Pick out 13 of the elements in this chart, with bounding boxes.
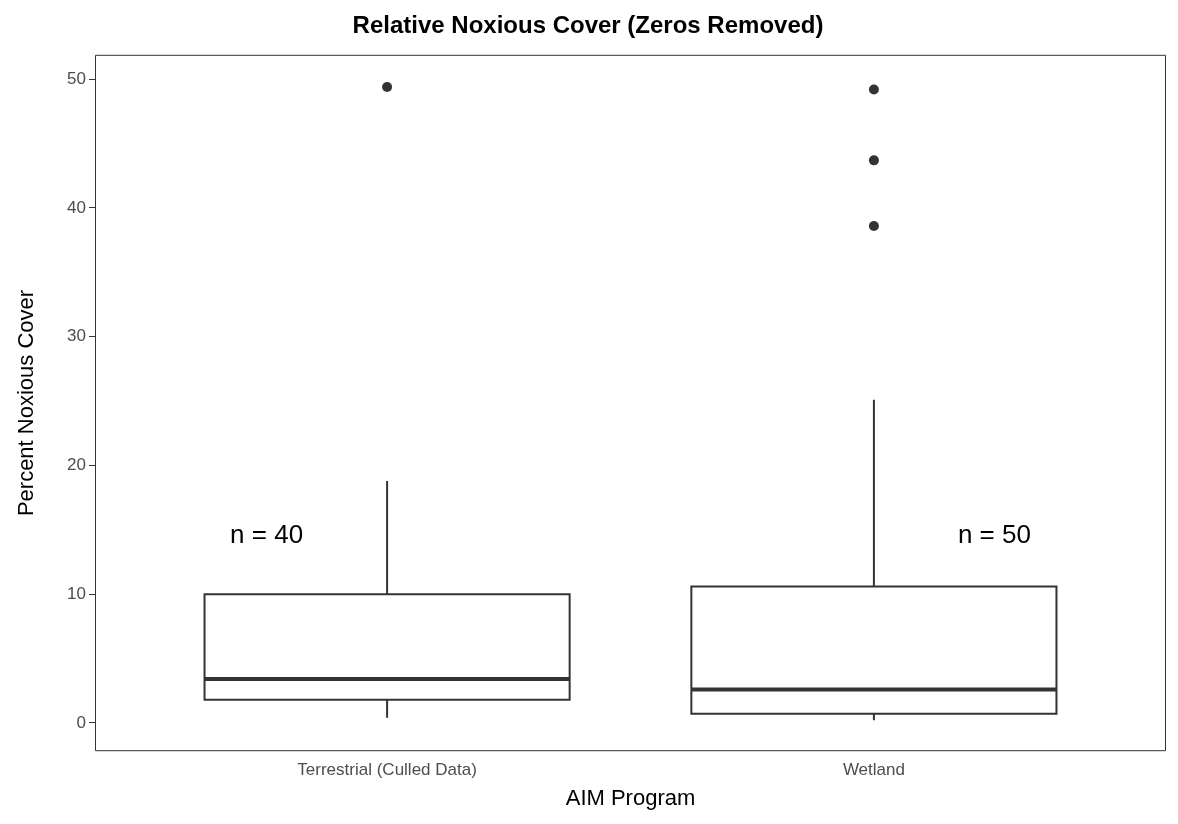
y-tick-label: 20 [67, 455, 86, 475]
x-tick-label: Wetland [842, 760, 905, 780]
y-tick-label: 0 [76, 712, 86, 732]
y-tick-label: 10 [67, 583, 86, 603]
annotation: n = 40 [230, 519, 304, 550]
x-axis-title: AIM Program [565, 784, 696, 810]
y-tick-label: 30 [67, 326, 86, 346]
annotation: n = 50 [957, 519, 1031, 550]
y-axis-title: Percent Noxious Cover [13, 289, 39, 517]
chart-title: Relative Noxious Cover (Zeros Removed) [352, 11, 824, 39]
y-tick-label: 40 [67, 197, 86, 217]
x-tick-label: Terrestrial (Culled Data) [297, 760, 477, 780]
y-tick-label: 50 [67, 68, 86, 88]
